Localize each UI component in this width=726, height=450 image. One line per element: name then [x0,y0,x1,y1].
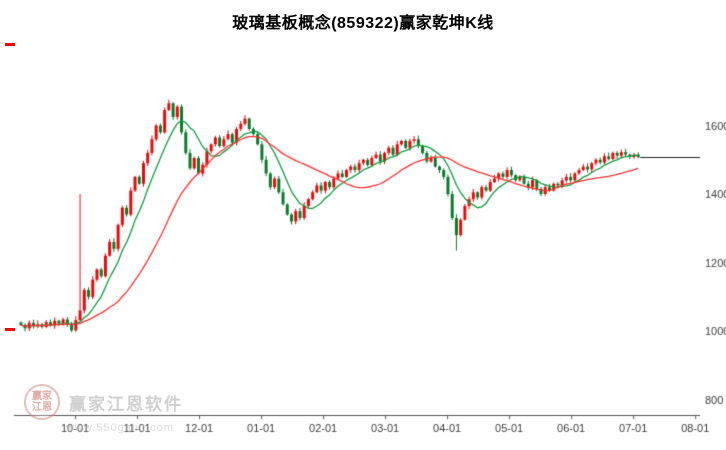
watermark-software-name: 赢家江恩软件 [69,394,183,414]
watermark: 赢家 江恩 赢家江恩软件 www.550gann.com [24,384,183,434]
watermark-url: www.550gann.com [66,422,174,434]
left-axis-marker-1000 [5,328,15,331]
yingjia-gann-logo-icon: 赢家 江恩 [24,384,60,420]
logo-text-bottom: 江恩 [32,402,52,413]
watermark-row: 赢家 江恩 赢家江恩软件 [24,384,183,420]
logo-text-top: 赢家 [32,391,52,402]
left-axis-marker-top [5,43,15,46]
